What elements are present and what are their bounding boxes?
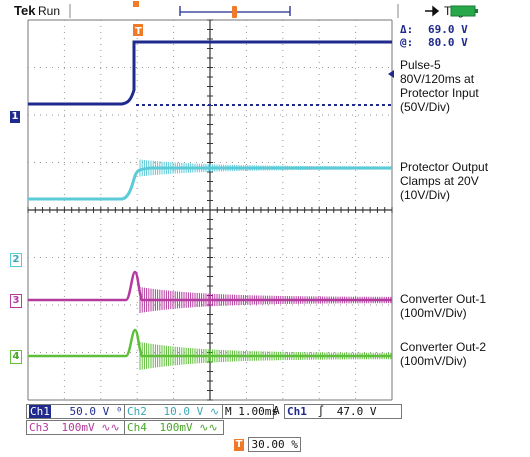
graticule-grid: [27, 19, 393, 401]
ch2-annotation: Protector Output Clamps at 20V (10V/Div): [400, 160, 488, 202]
ch1-annotation-line: 80V/120ms at: [400, 72, 475, 86]
ch3-ringing: [139, 287, 392, 313]
ch2-ringing: [139, 159, 392, 177]
ch4-annotation-line: (100mV/Div): [400, 354, 467, 368]
ch1-trace: [28, 40, 392, 106]
ch2-readout-value: 10.0 V: [163, 405, 204, 418]
ch4-annotation: Converter Out-2 (100mV/Div): [400, 340, 486, 368]
trigger-level-value: 47.0 V: [336, 405, 377, 418]
ch4-readout-value: 100mV: [159, 421, 193, 434]
trigger-level-arrow: [388, 70, 394, 78]
ch3-scale-readout[interactable]: Ch3 100mV ∿∿: [26, 420, 126, 435]
timebase-value: M 1.00ms: [225, 405, 278, 418]
cursor-position-value: 80.0 V: [428, 36, 468, 49]
ch2-coupling-icon: ∿: [209, 405, 220, 418]
trigger-position-indicator: [69, 1, 399, 18]
ch1-annotation: Pulse-5 80V/120ms at Protector Input (50…: [400, 58, 479, 114]
trigger-source: Ch1: [287, 405, 307, 418]
ch4-ringing: [139, 342, 392, 370]
timebase-readout[interactable]: M 1.00ms: [222, 404, 278, 419]
trigger-mode-label: A: [273, 404, 280, 417]
ch4-readout-name: Ch4: [127, 421, 147, 434]
usb-plug-icon: [425, 5, 440, 17]
trigger-percent-marker: T: [234, 438, 244, 451]
cursor-delta-value: 69.0 V: [428, 23, 468, 36]
ch2-annotation-line: Clamps at 20V: [400, 174, 479, 188]
cursor-position-label: @:: [400, 36, 414, 49]
ch1-readout-value: 50.0 V: [69, 405, 110, 418]
ch3-readout-value: 100mV: [61, 421, 95, 434]
trigger-slope-icon: ∫: [317, 405, 325, 418]
trigger-time-marker: [133, 24, 143, 36]
battery-icon: [450, 5, 478, 17]
ch3-annotation-line: Converter Out-1: [400, 292, 487, 306]
ch1-annotation-line: Protector Input: [400, 86, 479, 100]
ch1-ground-marker[interactable]: 1: [10, 111, 20, 123]
ch1-scale-readout[interactable]: Ch1 50.0 V ⁰⁄: [26, 404, 129, 419]
ch2-readout-name: Ch2: [127, 405, 147, 418]
ch3-readout-name: Ch3: [29, 421, 49, 434]
ch3-ground-marker[interactable]: 3: [10, 294, 22, 308]
trigger-time-marker-label: T: [135, 26, 142, 37]
ch1-readout-name: Ch1: [29, 405, 51, 418]
ch4-ground-marker[interactable]: 4: [10, 350, 22, 364]
ch2-ground-marker[interactable]: 2: [10, 253, 22, 267]
ch1-annotation-line: (50V/Div): [400, 100, 451, 114]
ch4-coupling-icon: ∿∿: [199, 421, 218, 434]
trigger-percent-value: 30.00 %: [248, 437, 301, 453]
ch2-annotation-line: Protector Output: [400, 160, 489, 174]
ch1-annotation-line: Pulse-5: [400, 58, 441, 72]
ch3-coupling-icon: ∿∿: [101, 421, 120, 434]
brand-label: Tek: [14, 3, 36, 18]
run-status: Run: [38, 4, 61, 18]
ch2-scale-readout[interactable]: Ch2 10.0 V ∿: [124, 404, 224, 419]
ch4-annotation-line: Converter Out-2: [400, 340, 487, 354]
trigger-readout[interactable]: Ch1 ∫ 47.0 V: [284, 404, 402, 419]
ch4-scale-readout[interactable]: Ch4 100mV ∿∿: [124, 420, 224, 435]
ch3-annotation: Converter Out-1 (100mV/Div): [400, 292, 486, 320]
ch2-annotation-line: (10V/Div): [400, 188, 451, 202]
trigger-position-readout[interactable]: T 30.00 %: [234, 436, 301, 454]
cursor-delta-label: Δ:: [400, 23, 414, 36]
ch3-annotation-line: (100mV/Div): [400, 306, 467, 320]
